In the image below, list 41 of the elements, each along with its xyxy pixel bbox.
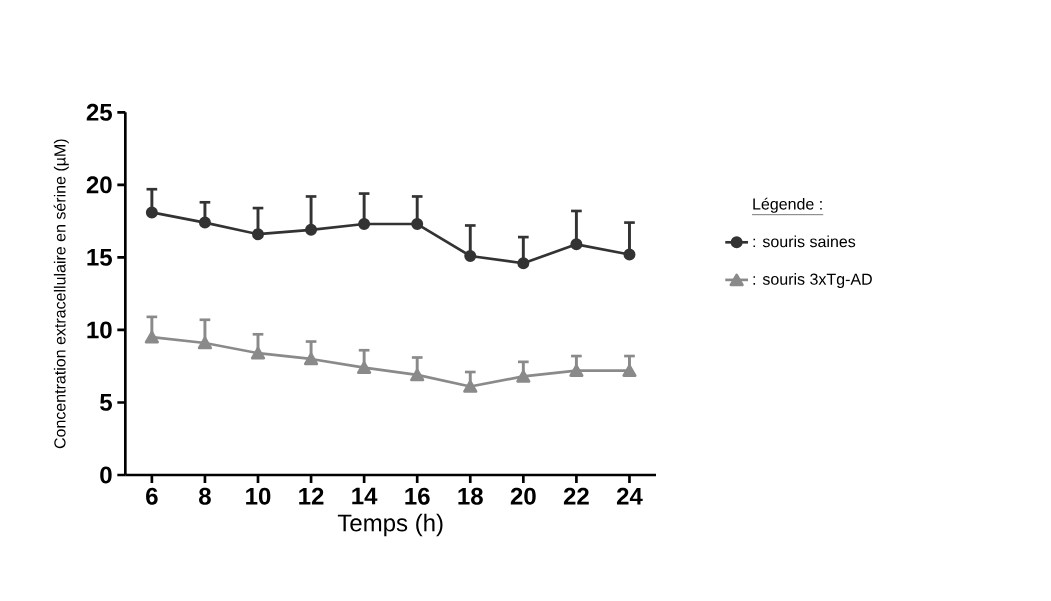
x-tick-label: 18 <box>458 487 483 505</box>
y-tick-label: 15 <box>87 249 112 266</box>
legend-label: : souris 3xTg-AD <box>753 273 872 289</box>
point <box>252 228 265 241</box>
x-tick-label: 10 <box>246 487 271 505</box>
point <box>463 380 478 393</box>
point <box>145 206 158 219</box>
x-tick-label: 12 <box>299 487 324 505</box>
y-tick-label: 5 <box>100 394 112 411</box>
x-axis-title: Temps (h) <box>337 513 443 537</box>
x-tick-label: 24 <box>616 487 643 505</box>
x-tick-label: 6 <box>146 487 158 505</box>
x-tick-label: 22 <box>563 487 589 505</box>
point <box>570 238 583 251</box>
point <box>623 248 636 261</box>
point <box>410 368 425 382</box>
point <box>517 257 530 270</box>
point <box>464 249 477 262</box>
point <box>569 364 584 377</box>
x-tick-label: 20 <box>510 487 536 505</box>
point <box>198 216 211 229</box>
y-tick-label: 0 <box>100 466 112 484</box>
y-axis-title: Concentration extracellulaire en sérine (µM) <box>53 139 69 449</box>
y-tick-label: 10 <box>87 321 112 339</box>
x-tick-label: 8 <box>199 487 211 505</box>
x-tick-label: 14 <box>352 487 378 505</box>
legend-label: : souris saines <box>753 235 856 248</box>
point <box>197 336 213 350</box>
point <box>250 346 266 360</box>
point <box>357 361 372 374</box>
point <box>144 330 159 344</box>
point <box>411 218 424 231</box>
x-tick-label: 16 <box>405 487 430 505</box>
y-tick-label: 25 <box>86 103 112 121</box>
point <box>303 352 319 366</box>
point <box>516 370 531 383</box>
point <box>305 223 318 236</box>
point <box>622 364 637 377</box>
legend-title: Légende : <box>753 197 822 213</box>
point <box>358 218 371 231</box>
y-tick-label: 20 <box>86 176 112 194</box>
